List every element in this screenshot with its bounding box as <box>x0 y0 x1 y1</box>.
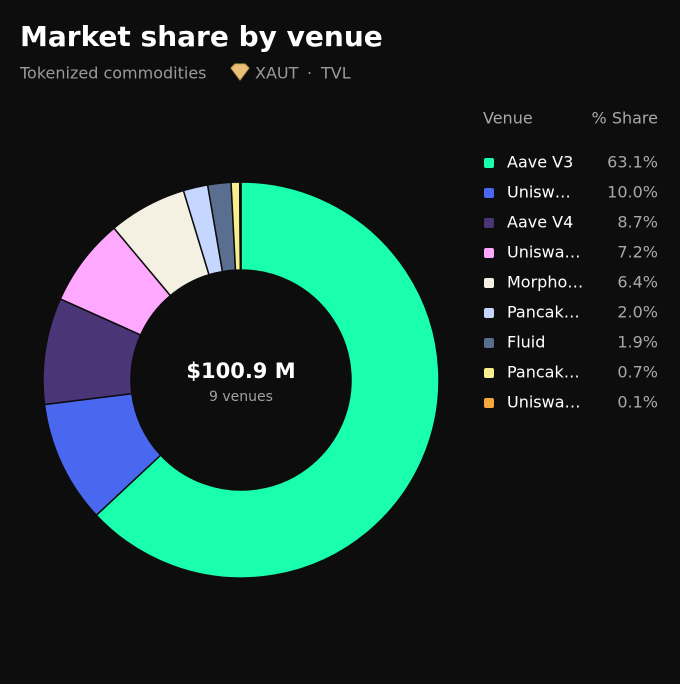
center-value: $100.9 M <box>186 359 295 383</box>
legend-swatch <box>484 218 494 228</box>
legend-value: 2.0% <box>617 303 658 322</box>
gem-shape <box>230 63 250 81</box>
legend-label: Uniswa… <box>507 393 581 412</box>
legend-value: 0.1% <box>617 393 658 412</box>
subtitle-separator: · <box>307 64 312 83</box>
legend-label: Unisw… <box>507 183 571 202</box>
legend-label: Aave V3 <box>507 153 573 172</box>
legend-label: Aave V4 <box>507 213 573 232</box>
legend-value: 7.2% <box>617 243 658 262</box>
legend-value: 63.1% <box>607 153 658 172</box>
donut-slice <box>239 181 242 271</box>
legend-swatch <box>484 158 494 168</box>
legend-swatch <box>484 368 494 378</box>
legend-swatch <box>484 398 494 408</box>
chart-title: Market share by venue <box>20 20 383 53</box>
legend-label: Pancak… <box>507 303 580 322</box>
legend-swatch <box>484 278 494 288</box>
subtitle: Tokenized commodities <box>19 64 207 83</box>
legend-value: 6.4% <box>617 273 658 292</box>
gem-icon <box>230 63 250 81</box>
legend-value: 0.7% <box>617 363 658 382</box>
legend-header-share: % Share <box>592 109 658 128</box>
legend-swatch <box>484 248 494 258</box>
legend-header-venue: Venue <box>483 109 533 128</box>
legend-label: Fluid <box>507 333 545 352</box>
legend-swatch <box>484 338 494 348</box>
legend-label: Uniswa… <box>507 243 581 262</box>
legend-value: 1.9% <box>617 333 658 352</box>
donut-slice <box>95 181 440 579</box>
center-caption: 9 venues <box>209 389 273 405</box>
legend-label: Pancak… <box>507 363 580 382</box>
legend-swatch <box>484 308 494 318</box>
legend-value: 8.7% <box>617 213 658 232</box>
subtitle-asset: XAUT <box>255 64 299 83</box>
subtitle-metric: TVL <box>320 64 351 83</box>
legend-swatch <box>484 188 494 198</box>
legend-label: Morpho… <box>507 273 583 292</box>
legend-value: 10.0% <box>607 183 658 202</box>
